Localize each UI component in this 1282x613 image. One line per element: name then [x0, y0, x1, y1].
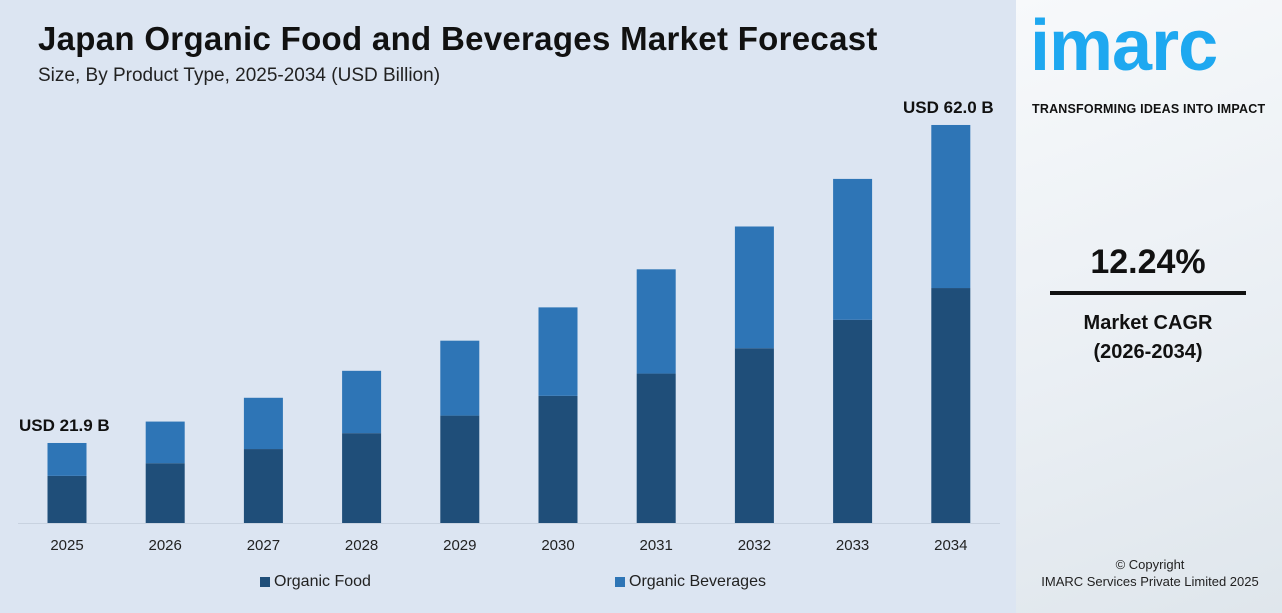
imarc-logo: imarc [1030, 6, 1218, 86]
bar-chart: 2025 2026 2027 2028 2029 2030 2031 2032 2033 2034 [18, 124, 1000, 554]
x-tick-label: 2030 [541, 537, 574, 554]
bar-organic-food-2028 [342, 433, 382, 523]
bar-organic-beverages-2033 [833, 178, 873, 320]
bar-organic-food-2031 [636, 373, 676, 523]
chart-subtitle: Size, By Product Type, 2025-2034 (USD Bi… [38, 65, 441, 86]
bar-organic-beverages-2027 [243, 397, 283, 450]
legend-label: Organic Beverages [629, 573, 766, 590]
legend-swatch [615, 577, 625, 587]
bar-organic-beverages-2032 [734, 226, 774, 349]
bar-organic-food-2029 [440, 415, 480, 523]
x-tick-label: 2025 [50, 537, 83, 554]
bar-organic-beverages-2028 [342, 370, 382, 434]
last-bar-label: USD 62.0 B [903, 98, 994, 117]
chart-title: Japan Organic Food and Beverages Market … [38, 20, 878, 57]
bar-organic-beverages-2031 [636, 269, 676, 374]
bar-organic-food-2033 [833, 319, 873, 523]
legend-item-organic-food: Organic Food [260, 573, 371, 591]
info-panel [1016, 0, 1282, 613]
bar-organic-food-2026 [145, 463, 185, 523]
bar-organic-beverages-2030 [538, 307, 578, 396]
bar-organic-food-2025 [47, 475, 87, 523]
bar-organic-beverages-2034 [931, 124, 971, 289]
x-tick-label: 2026 [149, 537, 182, 554]
bar-organic-food-2027 [243, 449, 283, 523]
x-tick-label: 2031 [640, 537, 673, 554]
bar-organic-beverages-2025 [47, 442, 87, 476]
divider [1050, 291, 1246, 295]
legend-item-organic-beverages: Organic Beverages [615, 573, 766, 591]
legend-swatch [260, 577, 270, 587]
x-tick-label: 2029 [443, 537, 476, 554]
bar-organic-beverages-2029 [440, 340, 480, 416]
legend-label: Organic Food [274, 573, 371, 590]
cagr-label: Market CAGR (2026-2034) [1050, 309, 1246, 367]
x-tick-label: 2027 [247, 537, 280, 554]
x-tick-label: 2032 [738, 537, 771, 554]
bar-organic-food-2034 [931, 288, 971, 523]
cagr-value: 12.24% [1090, 243, 1206, 281]
x-tick-label: 2034 [934, 537, 967, 554]
x-tick-label: 2033 [836, 537, 869, 554]
bar-organic-food-2030 [538, 395, 578, 523]
logo-tagline: TRANSFORMING IDEAS INTO IMPACT [1032, 102, 1266, 116]
copyright: © Copyright [1115, 557, 1185, 572]
x-tick-label: 2028 [345, 537, 378, 554]
cagr-label-text: Market CAGR [1083, 312, 1213, 334]
cagr-period: (2026-2034) [1093, 341, 1203, 363]
bar-organic-food-2032 [734, 348, 774, 523]
first-bar-label: USD 21.9 B [19, 416, 110, 435]
company-name: IMARC Services Private Limited 2025 [1041, 574, 1259, 589]
bar-organic-beverages-2026 [145, 421, 185, 464]
